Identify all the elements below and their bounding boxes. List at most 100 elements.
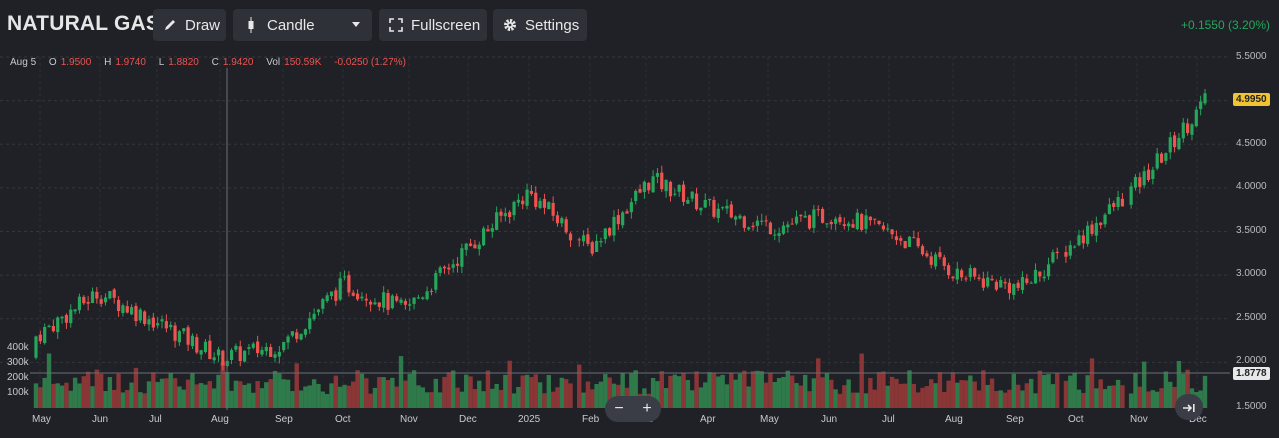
candle-body	[1051, 252, 1055, 263]
time-label: Jul	[149, 414, 162, 425]
candle-body	[577, 239, 581, 241]
candle-body	[1133, 176, 1138, 188]
volume-bar	[868, 378, 873, 408]
volume-bar	[338, 386, 343, 408]
candle-body	[199, 350, 203, 355]
time-label: May	[32, 414, 51, 425]
volume-bar	[133, 367, 139, 408]
arrow-to-end-icon	[1182, 400, 1196, 414]
candle-body	[1116, 196, 1120, 208]
volume-bar	[737, 373, 743, 408]
zoom-out-button[interactable]: −	[614, 400, 624, 417]
candle-body	[1073, 246, 1077, 248]
candle-body	[64, 314, 69, 323]
volume-bar	[1185, 369, 1190, 408]
candle-body	[508, 212, 512, 218]
volume-bar	[711, 372, 717, 408]
candle-body	[264, 346, 268, 352]
candle-body	[325, 295, 329, 302]
candle-body	[442, 266, 447, 269]
volume-bar	[103, 390, 108, 408]
candle-body	[794, 216, 799, 224]
volume-bar	[298, 390, 304, 408]
candle-body	[990, 278, 994, 281]
volume-bar	[1076, 389, 1082, 408]
volume-bar	[481, 391, 486, 408]
scroll-to-latest-button[interactable]	[1175, 394, 1203, 420]
chart-type-select[interactable]: Candle	[233, 9, 372, 41]
candle-body	[899, 238, 903, 241]
fullscreen-button[interactable]: Fullscreen	[379, 9, 487, 41]
candle-body	[781, 225, 786, 234]
candle-body	[490, 228, 494, 232]
volume-label: 400k	[7, 342, 29, 353]
volume-bar	[94, 369, 100, 408]
vol-label: Vol	[266, 57, 281, 68]
candle-body	[316, 309, 321, 313]
candle-body	[947, 265, 951, 276]
candle-body	[816, 209, 820, 211]
volume-bar	[816, 358, 821, 408]
volume-bar	[1068, 375, 1073, 408]
volume-bar	[355, 370, 360, 408]
candle-body	[408, 304, 412, 306]
volume-bar	[577, 364, 582, 408]
time-label: Dec	[459, 414, 477, 425]
candle-body	[1003, 282, 1007, 284]
candle-body	[834, 218, 838, 224]
candle-body	[369, 301, 373, 305]
candle-body	[1042, 276, 1046, 279]
candle-body	[555, 215, 560, 224]
candle-body	[347, 275, 351, 293]
volume-bar	[598, 381, 604, 408]
candle-body	[360, 296, 364, 299]
candle-body	[538, 200, 542, 208]
candle-body	[747, 227, 751, 230]
candle-body	[1186, 123, 1190, 134]
volume-bar	[342, 384, 347, 408]
volume-bar	[581, 392, 586, 408]
volume-bar	[1172, 386, 1177, 408]
volume-bar	[750, 371, 756, 408]
candle-body	[586, 234, 590, 244]
candle-body	[186, 327, 190, 345]
volume-bar	[676, 376, 682, 408]
volume-bar	[403, 380, 408, 408]
candle-body	[273, 354, 277, 358]
candle-body	[742, 216, 746, 228]
volume-bar	[824, 373, 830, 408]
candle-body	[1090, 224, 1094, 234]
candle-body	[547, 202, 551, 210]
volume-bar	[768, 372, 773, 408]
volume-bar	[776, 378, 782, 408]
volume-bar	[820, 377, 825, 408]
draw-button[interactable]: Draw	[153, 9, 226, 41]
candle-body	[390, 295, 394, 309]
volume-bar	[1111, 385, 1116, 408]
candle-body	[803, 215, 807, 218]
time-label: Dec	[1189, 414, 1207, 425]
volume-bar	[194, 384, 199, 408]
volume-bar	[546, 375, 551, 408]
candle-body	[625, 211, 629, 214]
candle-body	[47, 325, 51, 328]
candle-body	[69, 309, 73, 324]
zoom-in-button[interactable]: +	[642, 400, 652, 417]
candle-body	[321, 299, 325, 309]
candle-body	[616, 215, 620, 225]
candle-body	[151, 317, 155, 328]
volume-bar	[998, 390, 1003, 408]
volume-bar	[490, 388, 495, 408]
volume-bar	[1146, 391, 1151, 408]
volume-bar	[329, 383, 334, 408]
candle-body	[968, 268, 972, 278]
volume-bar	[759, 371, 764, 408]
volume-bar	[181, 389, 186, 408]
volume-bar	[833, 389, 838, 408]
candle-body	[638, 189, 642, 193]
volume-bar	[690, 390, 695, 408]
settings-button[interactable]: Settings	[493, 9, 587, 41]
candle-body	[355, 293, 360, 300]
volume-bar	[550, 391, 556, 408]
